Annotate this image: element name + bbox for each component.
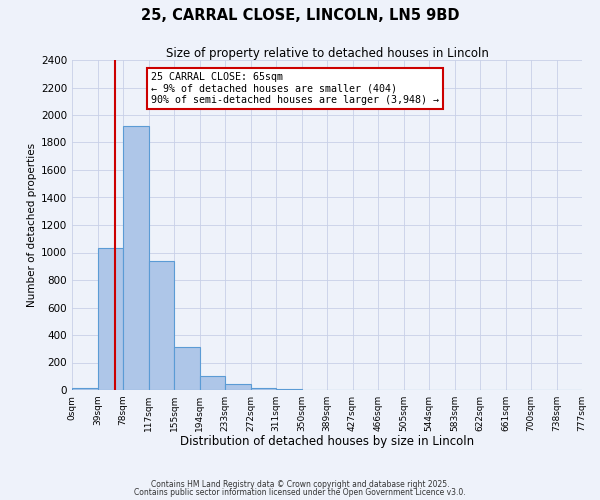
Y-axis label: Number of detached properties: Number of detached properties <box>27 143 37 307</box>
Bar <box>149 262 174 390</box>
Bar <box>199 376 225 390</box>
Bar <box>97 248 123 390</box>
Text: Contains HM Land Registry data © Crown copyright and database right 2025.: Contains HM Land Registry data © Crown c… <box>151 480 449 489</box>
Title: Size of property relative to detached houses in Lincoln: Size of property relative to detached ho… <box>166 47 488 60</box>
Text: Contains public sector information licensed under the Open Government Licence v3: Contains public sector information licen… <box>134 488 466 497</box>
Text: 25, CARRAL CLOSE, LINCOLN, LN5 9BD: 25, CARRAL CLOSE, LINCOLN, LN5 9BD <box>141 8 459 22</box>
Bar <box>225 384 251 390</box>
Bar <box>123 126 149 390</box>
Bar <box>251 388 276 390</box>
Text: 25 CARRAL CLOSE: 65sqm
← 9% of detached houses are smaller (404)
90% of semi-det: 25 CARRAL CLOSE: 65sqm ← 9% of detached … <box>151 72 439 105</box>
Bar <box>174 346 199 390</box>
X-axis label: Distribution of detached houses by size in Lincoln: Distribution of detached houses by size … <box>180 436 474 448</box>
Bar <box>72 388 97 390</box>
